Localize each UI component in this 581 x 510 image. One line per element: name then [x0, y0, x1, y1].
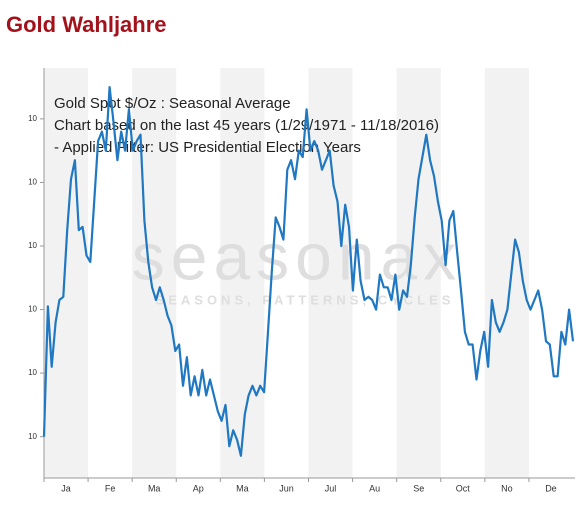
- x-tick-label: Jul: [325, 483, 337, 493]
- x-tick-label: Jun: [279, 483, 294, 493]
- x-tick-label: Au: [369, 483, 380, 493]
- month-band: [220, 68, 265, 478]
- month-band: [44, 68, 89, 478]
- watermark: seasonax: [132, 219, 463, 293]
- x-tick-label: No: [501, 483, 513, 493]
- x-tick-label: Se: [413, 483, 424, 493]
- chart-title: Gold Wahljahre: [6, 12, 167, 37]
- x-tick-label: Fe: [105, 483, 116, 493]
- month-band: [308, 68, 353, 478]
- x-tick-label: Ap: [193, 483, 204, 493]
- y-tick-label: 10: [28, 241, 37, 250]
- data-line: [42, 85, 575, 457]
- y-tick-label: 10: [28, 114, 37, 123]
- x-tick-label: Oct: [456, 483, 471, 493]
- y-tick-label: 10: [28, 432, 37, 441]
- y-tick-label: 10: [28, 368, 37, 377]
- y-tick-label: 10: [28, 178, 37, 187]
- x-tick-label: Ma: [148, 483, 161, 493]
- annotation: - Applied Filter: US Presidential Electi…: [54, 139, 361, 156]
- month-band: [396, 68, 441, 478]
- y-tick-label: 10: [28, 305, 37, 314]
- x-tick-label: Ma: [236, 483, 249, 493]
- x-tick-label: Ja: [61, 483, 71, 493]
- watermark-tagline: SEASONS, PATTERNS, CYCLES: [156, 292, 455, 307]
- annotation: Chart based on the last 45 years (1/29/1…: [54, 117, 439, 134]
- annotation: Gold Spot $/Oz : Seasonal Average: [54, 95, 291, 112]
- x-tick-label: De: [545, 483, 557, 493]
